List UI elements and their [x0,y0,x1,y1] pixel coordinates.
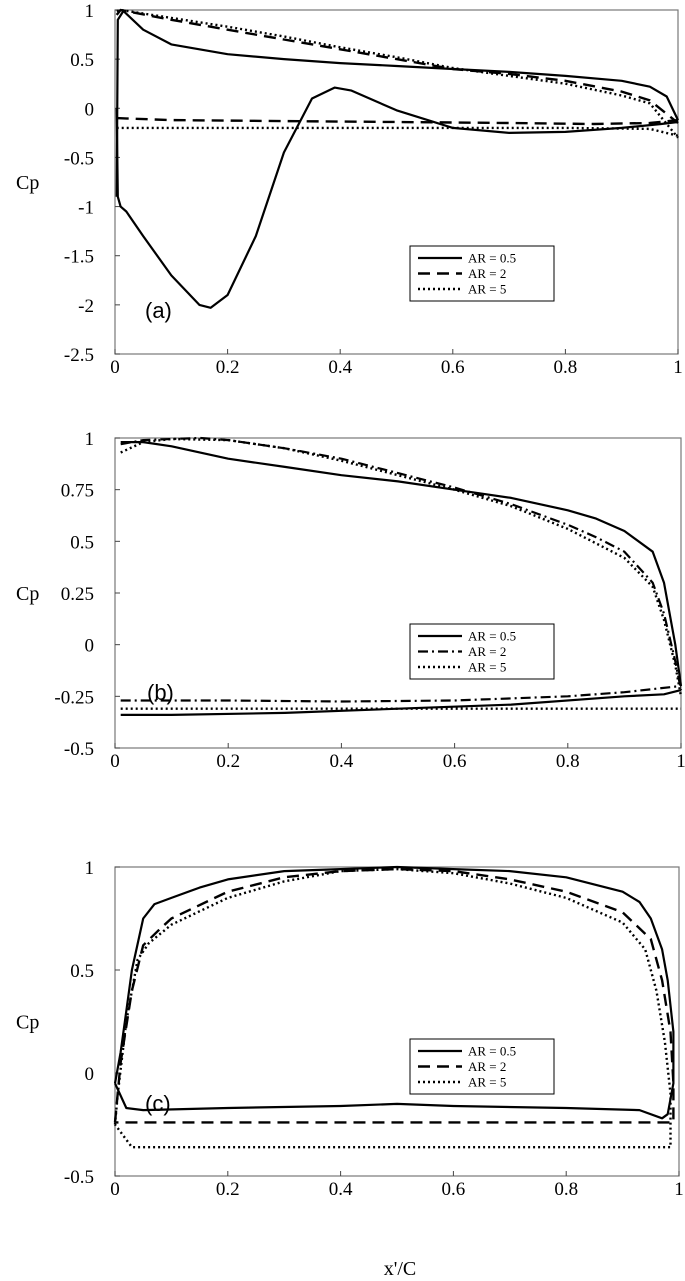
legend-label: AR = 5 [468,282,506,297]
x-tick-label: 1 [673,357,683,378]
panel-2: 0 0.2 0.4 0.6 0.8 1 1 0.75 0.5 0.25 0 -0.25 -0.5 Cp AR… [16,429,685,772]
y-tick-label: 1 [85,429,95,450]
y-tick-label: 0.5 [70,532,94,553]
x-tick-label: 0.4 [329,1179,353,1200]
y-tick-label: -1 [78,198,94,219]
x-tick-label: 0.4 [328,357,352,378]
x-tick-label: 1 [676,751,685,772]
x-tick-label: 0.6 [442,1179,466,1200]
x-tick-label: 1 [674,1179,684,1200]
x-tick-label: 0.2 [216,357,240,378]
legend-label: AR = 2 [468,1059,506,1074]
series-dot [120,437,683,710]
y-tick-label: 0.5 [70,961,94,982]
x-tick-label: 0 [110,1179,120,1200]
x-tick-label: 0.8 [554,357,578,378]
plot-frame [114,866,680,1177]
series-line [113,867,672,1149]
y-tick-label: 0 [85,1064,95,1085]
series-line [116,116,679,126]
series-line [113,865,675,1120]
panel-3: 0 0.2 0.4 0.6 0.8 1 1 0.5 0 -0.5 Cp AR = 0.5AR = 2A… [16,858,684,1200]
y-tick-label: 0.75 [61,481,94,502]
series-solid [115,9,679,309]
y-tick-label: 0.25 [61,584,94,605]
series-line [115,9,679,197]
y-tick-label: -0.5 [64,148,94,169]
series-line [115,8,679,124]
series-dash [113,867,675,1124]
series-line [120,684,682,703]
x-tick-label: 0.2 [216,1179,240,1200]
legend: AR = 0.5AR = 2AR = 5 [409,623,555,680]
x-tick-label: 0.4 [330,751,354,772]
panel-1: 0 0.2 0.4 0.6 0.8 1 1 0.5 0 -0.5 -1 -1.5 -2 -2.5 Cp AR … [16,1,683,378]
y-tick-label: -0.5 [64,739,94,760]
legend: AR = 0.5AR = 2AR = 5 [409,245,555,302]
series-solid [120,441,683,716]
y-tick-label: 0 [85,636,95,657]
legend-box [409,1038,555,1095]
y-tick-label: -2 [78,296,94,317]
legend-label: AR = 2 [468,266,506,281]
x-tick-label: 0 [110,357,120,378]
x-tick-label: 0.6 [443,751,467,772]
series-line [116,8,679,139]
y-axis-label: Cp [16,1012,39,1034]
x-tick-label: 0.8 [554,1179,578,1200]
series-line [120,441,683,687]
series-line [115,86,679,309]
series-line [120,436,683,691]
legend: AR = 0.5AR = 2AR = 5 [409,1038,555,1095]
y-tick-label: 0.5 [70,50,94,71]
series-solid [113,865,675,1120]
y-tick-label: 1 [85,1,95,22]
series-dash [115,8,679,126]
series-line [120,437,683,697]
legend-label: AR = 5 [468,660,506,675]
y-tick-label: -2.5 [64,345,94,366]
plot-frame [114,9,679,355]
series-line [113,867,675,1124]
x-tick-label: 0.2 [216,751,240,772]
y-tick-label: 0 [85,99,95,120]
x-tick-label: 0.8 [556,751,580,772]
legend-box [409,245,555,302]
y-axis-label: Cp [16,172,39,194]
legend-label: AR = 5 [468,1075,506,1090]
x-axis-label: x'/C [384,1258,417,1280]
legend-label: AR = 2 [468,644,506,659]
y-axis-label: Cp [16,583,39,605]
y-tick-label: -0.5 [64,1167,94,1188]
x-tick-label: 0.6 [441,357,465,378]
plot-frame [114,437,682,749]
y-tick-label: 1 [85,858,95,879]
series-dot [116,8,679,139]
legend-label: AR = 0.5 [468,251,516,266]
legend-label: AR = 0.5 [468,1044,516,1059]
series-dashdot [120,436,683,703]
panel-label: (c) [145,1091,171,1116]
panel-label: (a) [145,298,172,323]
y-tick-label: -0.25 [54,687,94,708]
series-line [120,689,682,716]
panel-label: (b) [147,680,174,705]
series-dot [113,867,672,1149]
legend-label: AR = 0.5 [468,629,516,644]
y-tick-label: -1.5 [64,247,94,268]
x-tick-label: 0 [110,751,120,772]
